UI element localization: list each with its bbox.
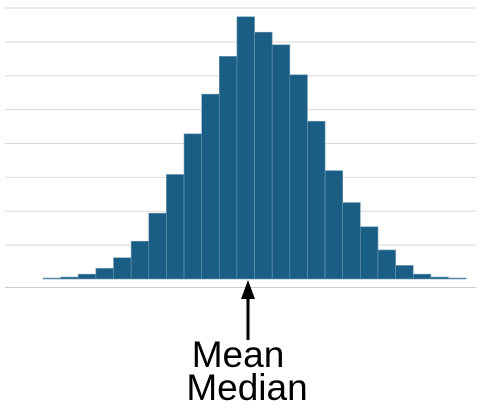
histogram-bar [430,276,449,280]
annotation-median-label: Median [186,367,308,408]
histogram-bar [166,174,185,280]
histogram-bar [342,202,361,280]
histogram-bar [236,16,255,280]
histogram-bar [360,226,379,280]
histogram-bar [412,273,432,280]
bars [42,16,467,280]
histogram-bar [148,212,167,280]
histogram-bar [201,93,220,280]
histogram-bar [183,133,202,280]
annotation-arrow [241,280,255,340]
histogram-bar [289,74,308,280]
histogram-bar [42,277,61,280]
histogram-bar [271,44,291,280]
histogram-bar [377,249,396,280]
annotation-mean-label: Mean [191,334,285,375]
histogram-bar [254,31,273,280]
histogram-bar [95,268,114,280]
histogram-bar [219,56,238,280]
histogram-bar [113,257,132,280]
histogram-bar [307,120,326,280]
histogram-bar [130,240,150,280]
histogram-bar [77,273,97,280]
histogram-bar [395,265,414,280]
histogram-bar [324,170,344,280]
histogram-bar [448,277,467,280]
histogram-bar [60,276,79,280]
